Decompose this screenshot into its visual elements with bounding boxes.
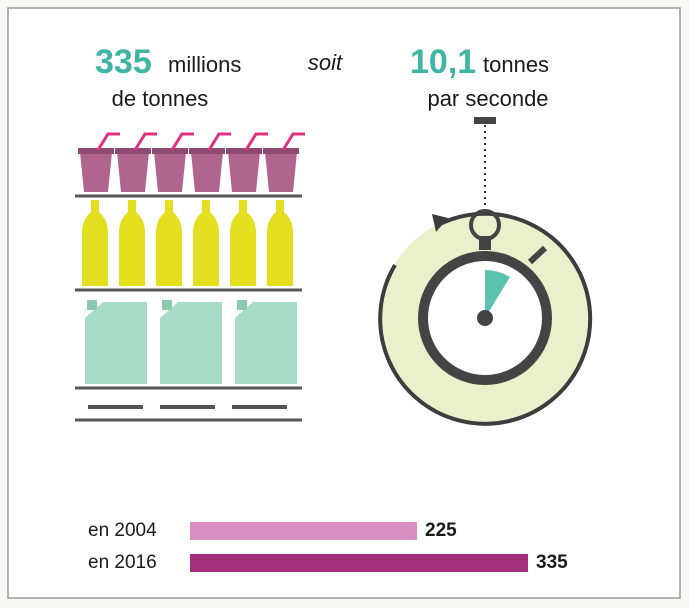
value-label: 225: [425, 520, 457, 541]
cup: [154, 152, 186, 192]
cup-lid: [78, 148, 114, 154]
cup-lid: [115, 148, 151, 154]
cup: [80, 152, 112, 192]
cup-lid: [263, 148, 299, 154]
headline-unit-2: de tonnes: [112, 86, 209, 111]
jerrycan: [235, 302, 297, 384]
cup-lid: [189, 148, 225, 154]
category-label: en 2016: [88, 552, 157, 573]
headline-number: 335: [95, 43, 152, 81]
rate-number: 10,1: [410, 43, 476, 81]
rate-unit: tonnes: [483, 52, 549, 77]
jerrycan: [85, 302, 147, 384]
jerrycan-cap: [237, 300, 247, 310]
rate-unit-2: par seconde: [427, 86, 548, 111]
cup: [228, 152, 260, 192]
cup-lid: [152, 148, 188, 154]
category-label: en 2004: [88, 520, 157, 541]
jerrycan: [160, 302, 222, 384]
cup-lid: [226, 148, 262, 154]
value-label: 335: [536, 552, 568, 573]
bar: [190, 554, 528, 572]
connector: soit: [308, 50, 343, 75]
cup: [265, 152, 297, 192]
jerrycans: [85, 300, 297, 384]
headline-unit: millions: [168, 52, 241, 77]
jerrycan-cap: [162, 300, 172, 310]
infographic: 335 millions de tonnes soit 10,1 tonnes …: [0, 0, 689, 608]
cup: [191, 152, 223, 192]
cup: [117, 152, 149, 192]
jerrycan-cap: [87, 300, 97, 310]
bar: [190, 522, 417, 540]
